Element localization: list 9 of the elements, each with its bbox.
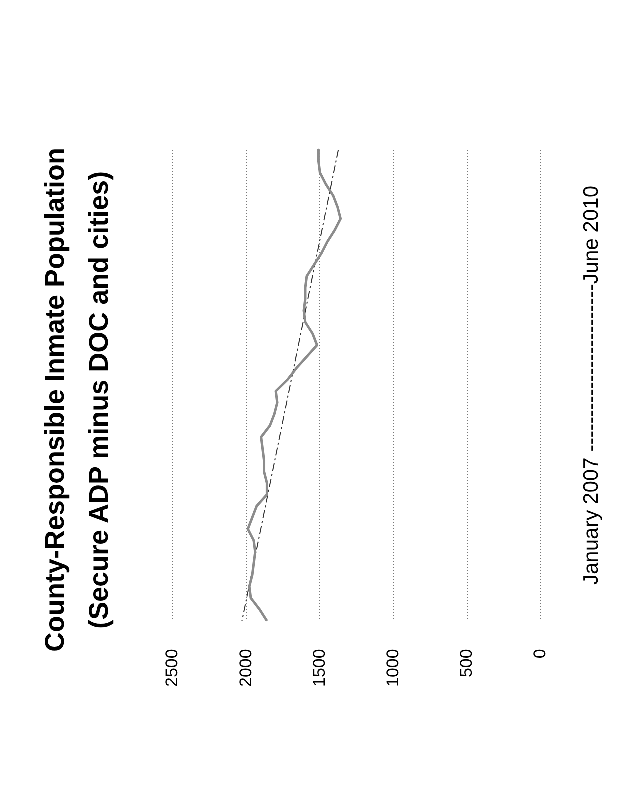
x-tick-label: 500 (457, 649, 476, 678)
x-tick-label: 1000 (383, 649, 402, 688)
text: (Secure ADP minus DOC and cities) (84, 170, 115, 631)
x-tick-label: 2000 (236, 649, 256, 688)
y-axis-title: January 2007 ------------------------June 2010 (580, 184, 604, 587)
x-tick-label: 2500 (162, 649, 182, 688)
x-tick-label: 0 (530, 649, 550, 659)
text: County-Responsible Inmate Population (40, 146, 71, 654)
x-tick-label: 1500 (310, 649, 329, 688)
